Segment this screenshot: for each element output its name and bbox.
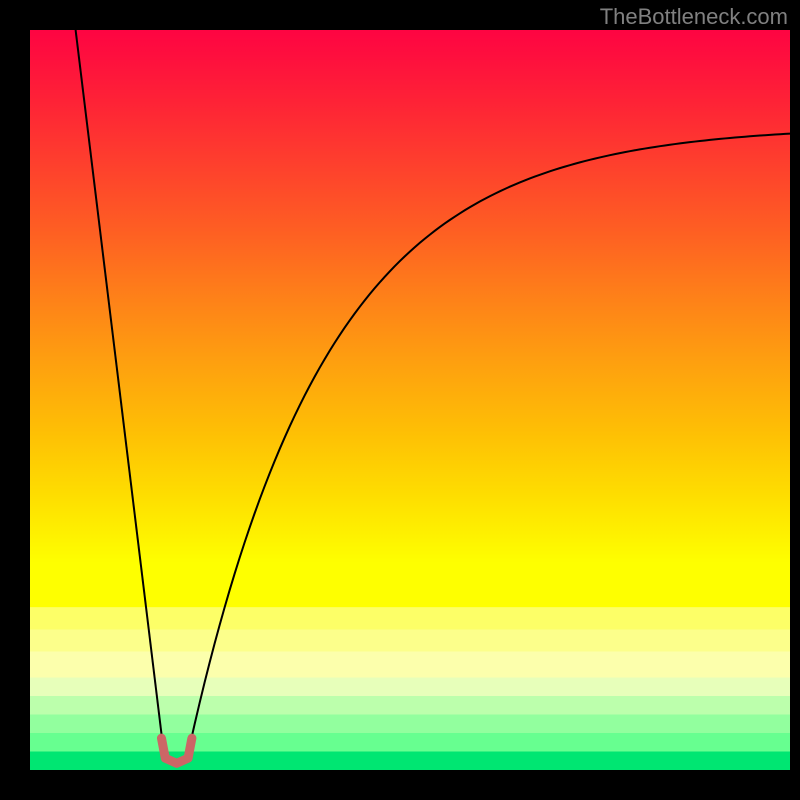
- chart-svg: [30, 30, 790, 770]
- plot-area: [30, 30, 790, 770]
- gradient-background: [30, 30, 790, 770]
- watermark-text: TheBottleneck.com: [600, 4, 788, 30]
